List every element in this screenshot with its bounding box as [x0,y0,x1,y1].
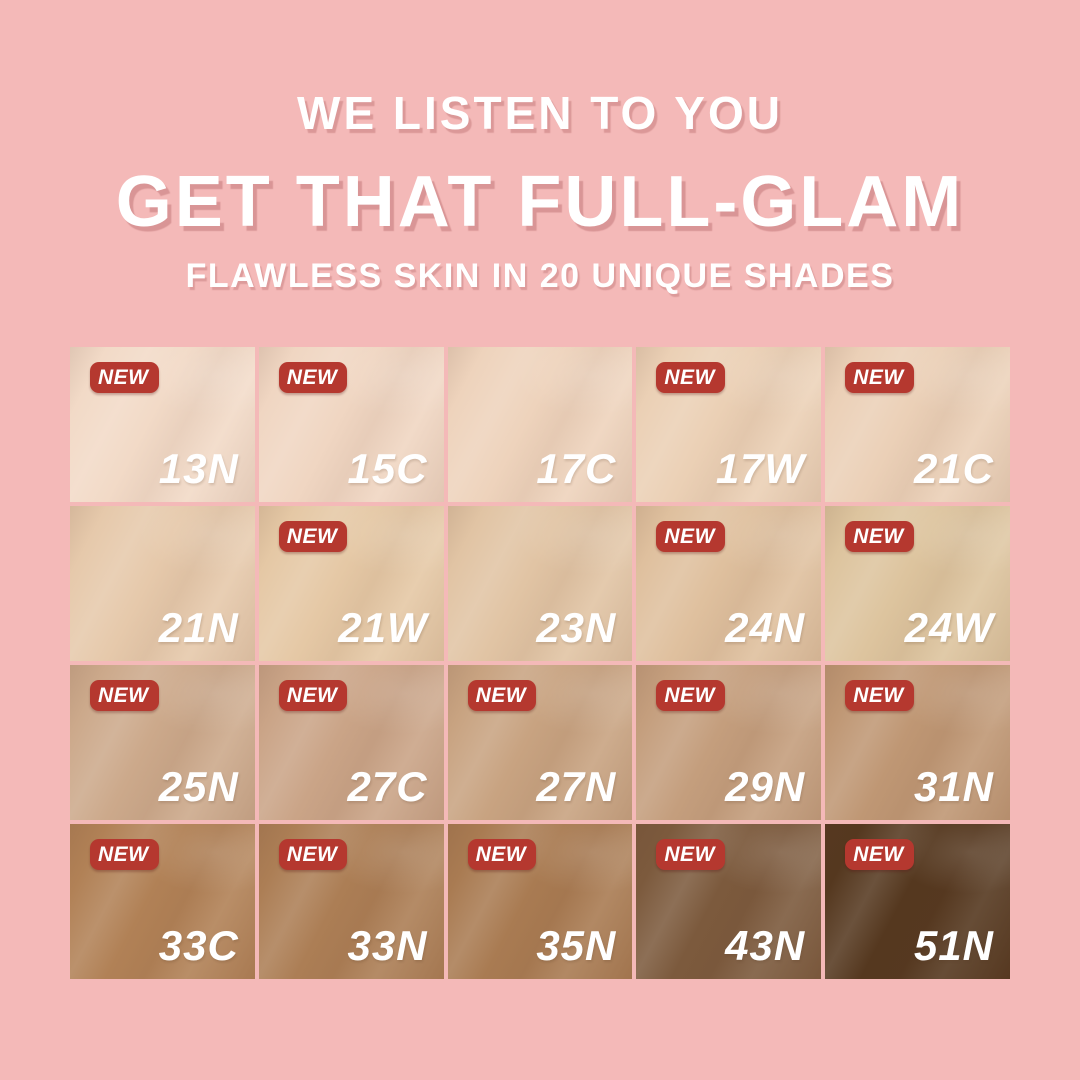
new-badge: NEW [845,839,914,870]
shade-swatch-31n: NEW 31N [825,665,1010,820]
headline-block: WE LISTEN TO YOU GET THAT FULL-GLAM FLAW… [0,88,1080,295]
new-badge: NEW [656,680,725,711]
shade-swatch-15c: NEW 15C [258,347,444,502]
shade-label: 31N [913,763,994,810]
shade-label: 24W [904,604,994,651]
shade-swatch-35n: NEW 35N [447,824,633,979]
shade-swatch-13n: NEW 13N [70,347,255,502]
new-badge: NEW [467,839,537,870]
shade-swatch-29n: NEW 29N [636,665,822,820]
shade-label: 17W [715,445,806,492]
new-badge: NEW [278,680,348,711]
shade-label: 17C [536,445,617,492]
shade-label: 35N [536,922,617,969]
shade-swatch-24w: NEW 24W [825,506,1010,661]
shade-swatch-33c: NEW 33C [70,824,255,979]
shade-label: 29N [725,763,806,810]
shade-swatch-25n: NEW 25N [70,665,255,820]
new-badge: NEW [467,680,537,711]
shade-label: 33N [347,922,428,969]
new-badge: NEW [278,839,348,870]
shade-label: 21W [338,604,428,651]
new-badge: NEW [845,680,914,711]
shade-swatch-51n: NEW 51N [825,824,1010,979]
shade-label: 43N [725,922,806,969]
shade-label: 25N [158,763,239,810]
shade-label: 23N [536,604,617,651]
shade-label: 21N [158,604,239,651]
shade-swatch-33n: NEW 33N [258,824,444,979]
shade-label: 33C [158,922,239,969]
new-badge: NEW [90,839,159,870]
shade-swatch-27c: NEW 27C [258,665,444,820]
shade-label: 15C [347,445,428,492]
new-badge: NEW [278,362,348,393]
new-badge: NEW [845,521,914,552]
headline-top: WE LISTEN TO YOU [297,87,783,139]
shade-swatch-23n: NEW 23N [447,506,633,661]
shade-grid: NEW 13N NEW 15C NEW 17C NEW 17W NEW 21C … [70,347,1010,979]
shade-swatch-17c: NEW 17C [447,347,633,502]
shade-label: 51N [913,922,994,969]
shade-swatch-24n: NEW 24N [636,506,822,661]
new-badge: NEW [278,521,348,552]
new-badge: NEW [656,521,725,552]
headline-sub: FLAWLESS SKIN IN 20 UNIQUE SHADES [185,256,895,295]
shade-label: 13N [158,445,239,492]
shade-swatch-21c: NEW 21C [825,347,1010,502]
shade-label: 27C [347,763,428,810]
shade-swatch-21n: NEW 21N [70,506,255,661]
new-badge: NEW [656,362,725,393]
new-badge: NEW [845,362,914,393]
shade-label: 27N [536,763,617,810]
shade-label: 24N [725,604,806,651]
shade-swatch-21w: NEW 21W [258,506,444,661]
headline-main: GET THAT FULL-GLAM [115,161,965,242]
new-badge: NEW [656,839,725,870]
shade-swatch-17w: NEW 17W [636,347,822,502]
shade-swatch-43n: NEW 43N [636,824,822,979]
shade-swatch-27n: NEW 27N [447,665,633,820]
new-badge: NEW [90,362,159,393]
shade-label: 21C [913,445,994,492]
new-badge: NEW [90,680,159,711]
